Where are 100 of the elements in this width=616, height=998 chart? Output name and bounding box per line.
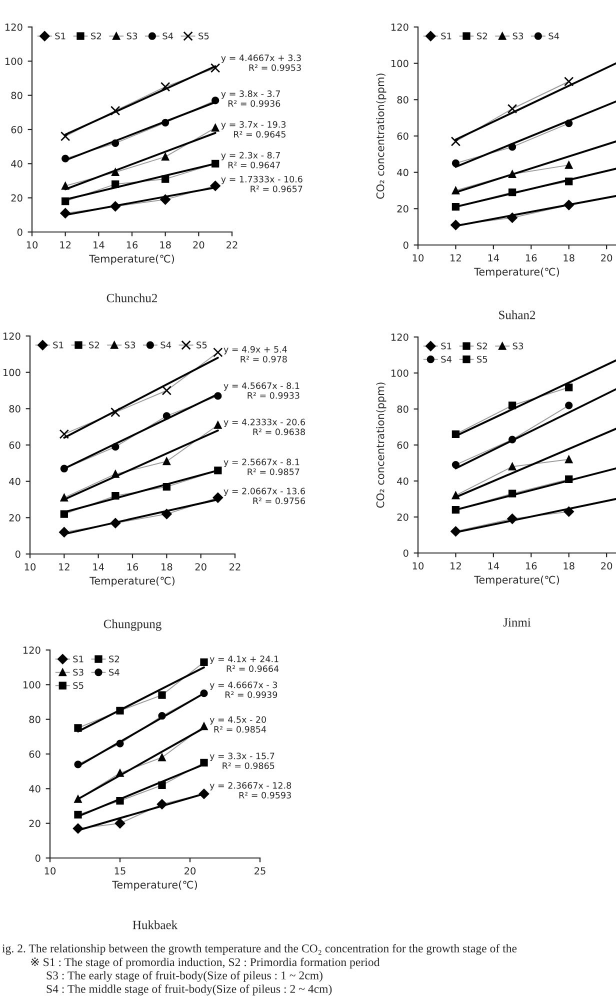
y-tick-label: 120 (391, 23, 408, 31)
x-axis-title: Temperature(℃) (89, 254, 174, 265)
x-tick-label: 14 (488, 562, 500, 570)
x-tick-label: 16 (526, 562, 537, 570)
x-tick-label: 12 (450, 254, 461, 262)
text: Jinmi (503, 618, 531, 627)
y-tick-label: 40 (29, 785, 40, 792)
legend-label: S5 (198, 32, 209, 40)
annotation: y = 2.5667x - 8.1 R² = 0.9857 (224, 458, 300, 476)
annotation: y = 2.0667x - 13.6 R² = 0.9756 (224, 488, 305, 504)
y-tick-label: 0 (35, 854, 40, 862)
y-axis-title: CO₂ concentration(ppm) (376, 382, 386, 508)
annotation: y = 4.9x + 5.4 R² = 0.978 (224, 346, 287, 362)
annotation: y = 3.8x - 3.7 R² = 0.9936 (221, 90, 280, 107)
annotation: y = 4.6667x - 3 R² = 0.9939 (210, 682, 278, 698)
legend-label: S4 (548, 32, 560, 40)
x-tick-label: 16 (126, 241, 138, 249)
x-tick-label: 20 (193, 241, 204, 249)
y-tick-label: 60 (29, 750, 40, 758)
y-tick-label: 100 (391, 369, 408, 377)
y-tick-label: 80 (29, 716, 40, 724)
annotation: y = 1.7333x - 10.6 R² = 0.9657 (221, 176, 302, 192)
y-tick-label: 40 (397, 477, 408, 485)
y-tick-label: 20 (397, 513, 408, 521)
y-tick-label: 40 (9, 478, 20, 486)
x-tick-label: 20 (601, 562, 612, 570)
x-axis-title: Temperature(℃) (112, 880, 198, 891)
legend-label: S2 (477, 32, 487, 40)
y-tick-label: 120 (5, 23, 22, 31)
legend-label: S2 (109, 656, 119, 662)
text: Hukbaek (132, 920, 178, 930)
x-tick-label: 14 (94, 241, 104, 248)
x-tick-label: 16 (526, 254, 537, 262)
legend-label: S1 (53, 342, 64, 348)
x-tick-label: 18 (564, 562, 574, 570)
legend-label: S5 (477, 356, 488, 363)
y-tick-label: 60 (397, 441, 408, 449)
y-tick-label: 60 (9, 441, 20, 449)
x-tick-label: 12 (450, 562, 461, 570)
x-tick-label: 16 (127, 563, 138, 571)
x-tick-label: 14 (488, 254, 500, 262)
legend-label: S3 (512, 342, 524, 350)
legend-label: S3 (126, 32, 138, 40)
x-tick-label: 18 (162, 563, 172, 571)
x-tick-label: 10 (24, 563, 36, 571)
y-tick-label: 80 (397, 405, 408, 413)
annotation: y = 4.2333x - 20.6 R² = 0.9638 (224, 418, 305, 436)
legend-label: S4 (441, 356, 452, 363)
y-tick-label: 0 (17, 228, 22, 236)
legend-label: S4 (162, 32, 174, 40)
x-tick-label: 10 (412, 562, 424, 570)
legend-label: S4 (160, 342, 172, 348)
text: Chunchu2 (106, 294, 158, 302)
y-tick-label: 40 (11, 160, 22, 168)
text: S4 : The middle stage of fruit-body(Size of pileus : 2 ~ 4cm) (46, 984, 332, 996)
y-tick-label: 100 (23, 681, 40, 688)
legend-label: S1 (73, 656, 84, 662)
x-tick-label: 20 (184, 867, 196, 875)
text: S3 : The early stage of fruit-body(Size of pileus : 1 ~ 2cm) (46, 971, 322, 982)
annotation: y = 4.5667x - 8.1 R² = 0.9933 (224, 382, 300, 399)
y-tick-label: 80 (9, 405, 20, 412)
x-tick-label: 22 (230, 563, 240, 570)
y-axis-title: CO₂ concentration(ppm) (376, 74, 386, 199)
y-tick-label: 60 (397, 132, 408, 140)
legend-label: S5 (196, 342, 207, 348)
x-tick-label: 20 (601, 254, 612, 262)
legend-label: S3 (73, 668, 84, 676)
y-tick-label: 100 (5, 58, 22, 65)
legend-label: S2 (89, 342, 99, 348)
y-tick-label: 20 (9, 514, 20, 522)
x-axis-title: Temperature(℃) (474, 576, 560, 586)
annotation: y = 4.5x - 20 R² = 0.9854 (210, 716, 266, 733)
legend-label: S2 (477, 342, 487, 350)
text: Chungpung (104, 619, 162, 631)
legend-label: S2 (91, 32, 101, 40)
y-tick-label: 20 (29, 820, 40, 828)
legend-label: S4 (109, 668, 120, 676)
x-tick-label: 25 (254, 867, 266, 875)
x-tick-label: 22 (226, 241, 238, 248)
x-tick-label: 18 (564, 254, 574, 262)
y-tick-label: 20 (397, 205, 408, 212)
x-tick-label: 12 (59, 563, 70, 570)
y-tick-label: 120 (3, 332, 20, 340)
text: Suhan2 (499, 310, 536, 320)
y-tick-label: 80 (397, 96, 408, 104)
x-tick-label: 12 (60, 241, 71, 248)
x-tick-label: 10 (26, 241, 38, 249)
x-tick-label: 10 (44, 867, 56, 875)
y-tick-label: 120 (23, 646, 40, 654)
x-tick-label: 15 (114, 867, 126, 875)
y-tick-label: 100 (391, 60, 408, 68)
annotation: y = 3.7x - 19.3 R² = 0.9645 (221, 121, 286, 138)
x-axis-title: Temperature(℃) (90, 576, 175, 587)
y-tick-label: 0 (403, 549, 408, 557)
x-tick-label: 14 (93, 563, 104, 570)
annotation: y = 2.3667x - 12.8 R² = 0.9593 (210, 782, 292, 799)
legend-label: S3 (512, 32, 524, 40)
y-tick-label: 60 (11, 126, 22, 134)
legend-label: S3 (124, 342, 136, 348)
x-tick-label: 18 (160, 241, 171, 249)
